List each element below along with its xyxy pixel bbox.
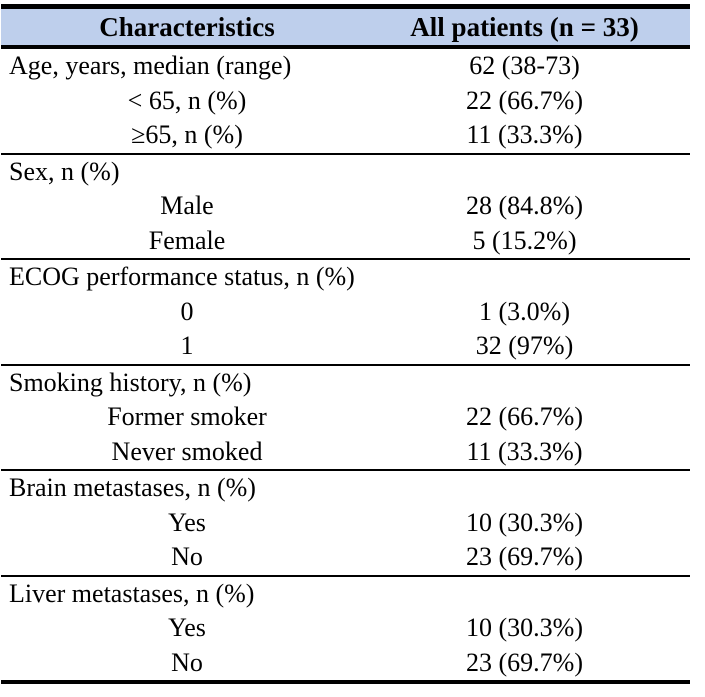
- patient-characteristics-table: Characteristics All patients (n = 33) Ag…: [1, 4, 690, 684]
- table-row: Smoking history, n (%): [1, 366, 690, 401]
- row-value: 28 (84.8%): [466, 191, 583, 221]
- row-label: No: [171, 542, 203, 572]
- table-row: Male 28 (84.8%): [1, 189, 690, 224]
- header-characteristics: Characteristics: [99, 11, 275, 42]
- row-label: 0: [180, 296, 194, 326]
- row-value: 22 (66.7%): [466, 85, 583, 115]
- section-liver-metastases: Liver metastases, n (%) Yes 10 (30.3%) N…: [1, 577, 690, 681]
- row-label: Sex, n (%): [9, 156, 120, 186]
- table-row: ≥65, n (%) 11 (33.3%): [1, 118, 690, 153]
- row-value: 11 (33.3%): [466, 120, 583, 150]
- table-row: Brain metastases, n (%): [1, 471, 690, 506]
- table-row: Former smoker 22 (66.7%): [1, 400, 690, 435]
- row-label: Brain metastases, n (%): [9, 473, 256, 503]
- table-row: No 23 (69.7%): [1, 540, 690, 575]
- section-smoking: Smoking history, n (%) Former smoker 22 …: [1, 366, 690, 471]
- header-all-patients: All patients (n = 33): [410, 11, 639, 42]
- table-row: Yes 10 (30.3%): [1, 611, 690, 646]
- row-label: Female: [148, 225, 226, 255]
- row-value: 11 (33.3%): [466, 436, 583, 466]
- row-label: Yes: [168, 507, 206, 537]
- row-label: Liver metastases, n (%): [9, 578, 255, 608]
- table-header-row: Characteristics All patients (n = 33): [1, 9, 690, 49]
- table-row: Sex, n (%): [1, 155, 690, 190]
- row-value: 23 (69.7%): [466, 647, 583, 677]
- row-value: 32 (97%): [475, 331, 574, 361]
- section-brain-metastases: Brain metastases, n (%) Yes 10 (30.3%) N…: [1, 471, 690, 577]
- row-label: 1: [180, 331, 194, 361]
- table-row: Female 5 (15.2%): [1, 224, 690, 259]
- row-value: 23 (69.7%): [466, 542, 583, 572]
- row-label: < 65, n (%): [127, 85, 247, 115]
- row-label: Never smoked: [111, 436, 263, 466]
- row-value: 22 (66.7%): [466, 402, 583, 432]
- row-label: No: [171, 647, 203, 677]
- section-sex: Sex, n (%) Male 28 (84.8%) Female 5 (15.…: [1, 155, 690, 260]
- row-label: Smoking history, n (%): [9, 367, 252, 397]
- row-label: Age, years, median (range): [9, 51, 292, 81]
- table-row: < 65, n (%) 22 (66.7%): [1, 84, 690, 119]
- row-label: Yes: [168, 613, 206, 643]
- table-row: ECOG performance status, n (%): [1, 260, 690, 295]
- table-row: 0 1 (3.0%): [1, 295, 690, 330]
- table-row: Liver metastases, n (%): [1, 577, 690, 612]
- row-label: ≥65, n (%): [131, 120, 243, 150]
- row-label: Male: [160, 191, 214, 221]
- table-row: 1 32 (97%): [1, 329, 690, 364]
- row-value: 62 (38-73): [469, 51, 580, 81]
- section-age: Age, years, median (range) 62 (38-73) < …: [1, 49, 690, 155]
- row-value: 10 (30.3%): [466, 613, 583, 643]
- table-row: No 23 (69.7%): [1, 646, 690, 681]
- table-row: Yes 10 (30.3%): [1, 506, 690, 541]
- row-label: Former smoker: [107, 402, 267, 432]
- row-value: 5 (15.2%): [472, 225, 577, 255]
- table-row: Never smoked 11 (33.3%): [1, 435, 690, 470]
- table-row: Age, years, median (range) 62 (38-73): [1, 49, 690, 84]
- row-label: ECOG performance status, n (%): [9, 262, 355, 292]
- section-ecog: ECOG performance status, n (%) 0 1 (3.0%…: [1, 260, 690, 366]
- row-value: 10 (30.3%): [466, 507, 583, 537]
- row-value: 1 (3.0%): [479, 296, 570, 326]
